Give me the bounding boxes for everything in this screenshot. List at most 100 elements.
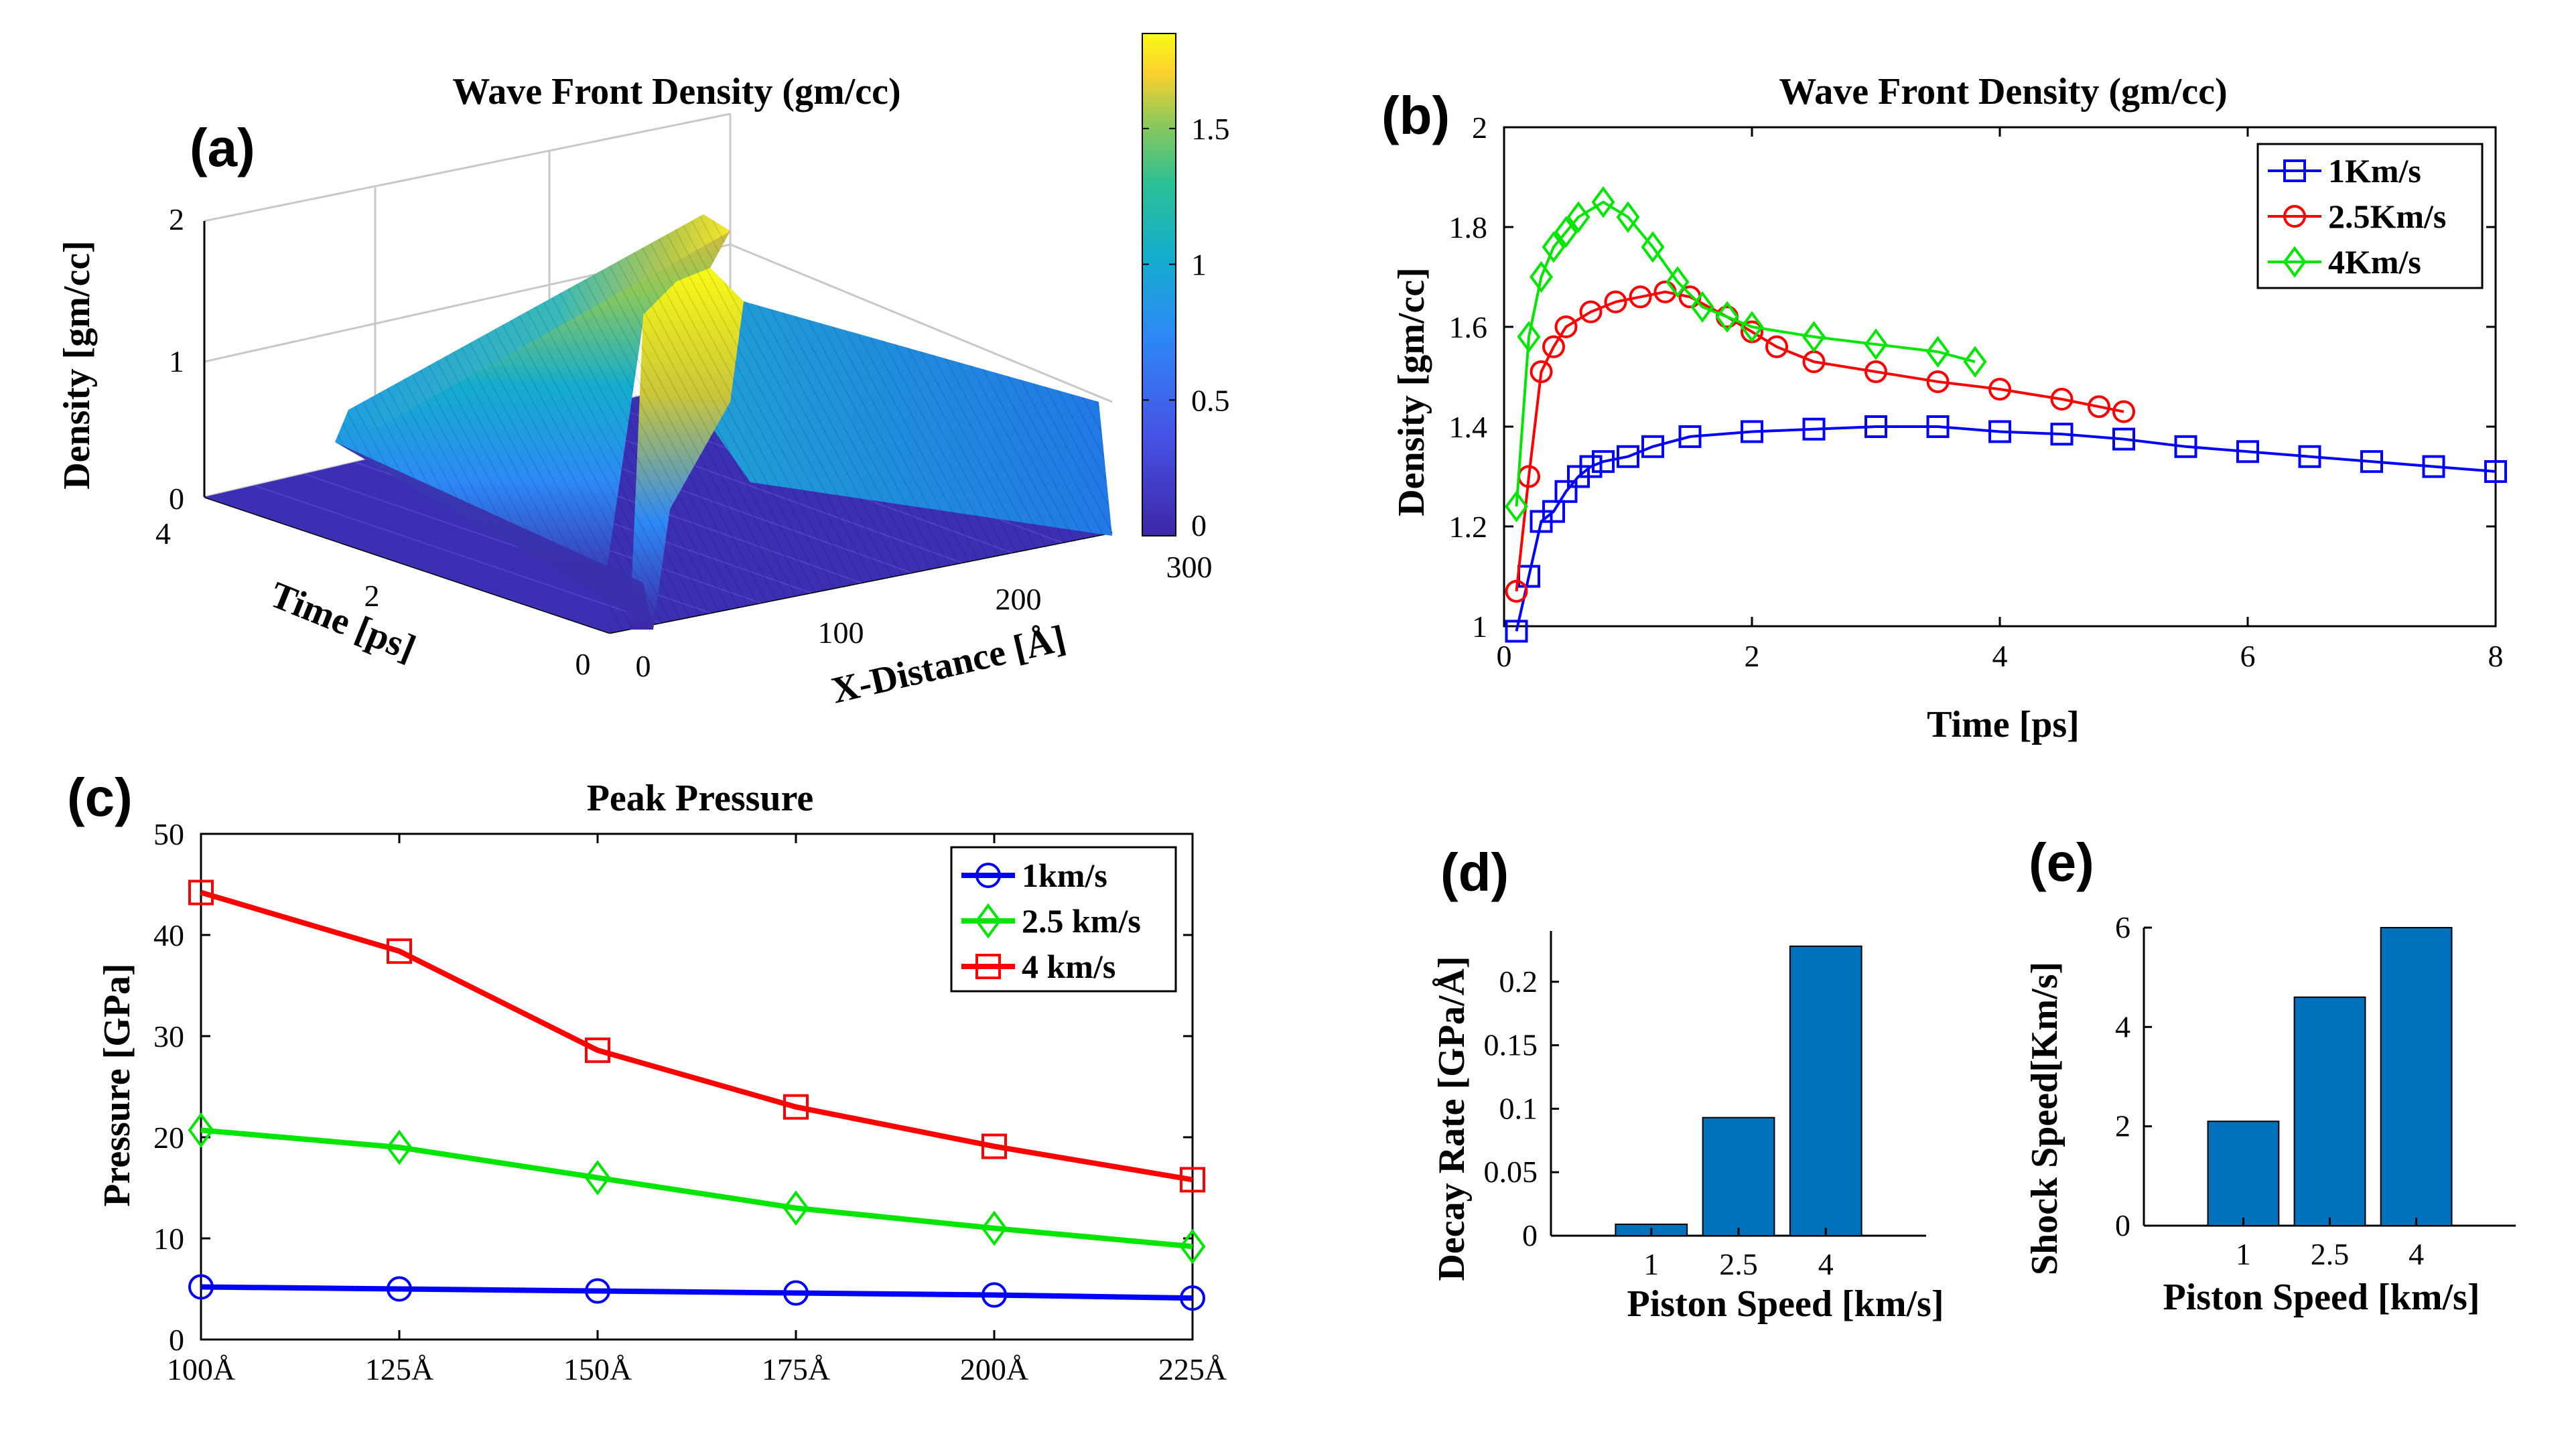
- y-tick-label: 0.2: [1499, 964, 1538, 999]
- data-point: [1530, 261, 1553, 293]
- data-point: [981, 1282, 1007, 1308]
- data-point: [188, 1112, 214, 1148]
- legend-marker: [2283, 246, 2307, 278]
- x-tick-label: 8: [2488, 639, 2504, 673]
- data-point: [585, 1037, 610, 1064]
- data-point: [1554, 480, 1578, 503]
- data-point: [1617, 445, 1639, 468]
- data-point: [1741, 420, 1763, 443]
- legend-marker: [975, 863, 1001, 888]
- data-point: [1180, 1167, 1205, 1193]
- data-point: [1505, 620, 1528, 643]
- legend-marker: [975, 903, 1002, 939]
- data-point: [1864, 328, 1888, 360]
- bar: [1789, 945, 1862, 1236]
- data-point: [2050, 388, 2074, 411]
- panel-e-ylabel: Shock Speed[Km/s]: [2024, 962, 2065, 1275]
- data-point: [1554, 315, 1578, 338]
- panel-a-ztick: 1: [169, 344, 184, 378]
- panel-d-xlabel: Piston Speed [km/s]: [1627, 1283, 1944, 1325]
- y-tick-label: 4: [2115, 1009, 2130, 1043]
- panel-a-colorbar: [1142, 33, 1176, 536]
- data-point: [585, 1278, 610, 1304]
- data-point: [1926, 415, 1950, 438]
- data-point: [1926, 370, 1950, 393]
- y-tick-label: 1.4: [1449, 410, 1488, 444]
- y-tick-label: 50: [153, 817, 184, 851]
- data-point: [1579, 300, 1603, 323]
- data-point: [1740, 311, 1764, 343]
- x-tick-label: 125Å: [365, 1352, 433, 1386]
- panel-c-plot: 100Å 125Å 150Å 175Å 200Å 225Å 0 10 20 30 40 50 1km/s…: [153, 817, 1227, 1386]
- series-line: [200, 1284, 1193, 1301]
- panel-a-xtick: 200: [996, 582, 1042, 616]
- x-tick-label: 4: [2409, 1237, 2424, 1271]
- data-point: [2174, 435, 2197, 458]
- panel-a-ytick: 4: [155, 516, 171, 551]
- data-point: [1180, 1285, 1205, 1311]
- data-point: [1678, 425, 1702, 448]
- panel-b-xlabel: Time [ps]: [1927, 704, 2080, 745]
- legend-label: 2.5Km/s: [2328, 198, 2446, 235]
- x-tick-label: 150Å: [563, 1352, 632, 1386]
- data-point: [1765, 335, 1788, 358]
- data-point: [386, 1129, 413, 1165]
- panel-e-plot: 0 2 4 6 1 2.5 4: [2115, 910, 2516, 1271]
- data-point: [1988, 420, 2011, 443]
- data-point: [1629, 285, 1652, 309]
- legend-label: 2.5 km/s: [1022, 902, 1141, 940]
- panel-a-ylabel: Time [ps]: [265, 574, 421, 670]
- data-point: [1865, 360, 1887, 384]
- data-point: [1530, 360, 1553, 384]
- y-tick-label: 0: [1522, 1218, 1538, 1252]
- x-tick-label: 2.5: [2311, 1237, 2350, 1271]
- panel-a-surface-mesh: [335, 214, 1112, 633]
- series-line: [200, 889, 1193, 1183]
- data-point: [2050, 423, 2074, 446]
- data-point: [188, 879, 214, 906]
- legend-label: 4Km/s: [2328, 243, 2421, 281]
- data-point: [1505, 579, 1528, 603]
- y-tick-label: 30: [153, 1019, 184, 1054]
- data-point: [2088, 395, 2110, 419]
- data-point: [1579, 455, 1603, 478]
- bar: [2380, 927, 2453, 1226]
- panel-b-title: Wave Front Density (gm/cc): [1779, 71, 2227, 113]
- data-point: [2422, 455, 2445, 478]
- data-point: [1641, 231, 1665, 263]
- y-tick-label: 1.2: [1449, 510, 1488, 544]
- bar: [2207, 1121, 2280, 1226]
- bar: [1702, 1116, 1775, 1236]
- panel-a-xtick: 300: [1166, 550, 1213, 584]
- data-point: [1802, 321, 1826, 353]
- x-tick-label: 175Å: [762, 1352, 830, 1386]
- panel-c-ylabel: Pressure [GPa]: [96, 963, 138, 1206]
- y-tick-label: 0: [169, 1323, 184, 1357]
- panel-b: (b) Wave Front Density (gm/cc) Time [ps]…: [1381, 71, 2507, 745]
- legend-marker: [975, 954, 1001, 979]
- data-point: [387, 938, 412, 964]
- data-point: [1517, 321, 1541, 353]
- colorbar-tick-label: 1.5: [1191, 112, 1230, 146]
- panel-a-ytick: 0: [575, 647, 591, 681]
- data-point: [1616, 201, 1640, 233]
- series-line: [200, 1127, 1193, 1250]
- y-tick-label: 6: [2115, 910, 2130, 944]
- data-point: [2112, 427, 2135, 451]
- data-point: [1554, 216, 1578, 248]
- y-tick-label: 1.6: [1449, 310, 1488, 344]
- legend-label: 1Km/s: [2328, 152, 2421, 190]
- bar: [2293, 996, 2366, 1227]
- y-tick-label: 10: [153, 1222, 184, 1256]
- data-point: [1591, 186, 1615, 218]
- panel-a-ztick: 0: [169, 482, 184, 516]
- x-tick-label: 225Å: [1158, 1352, 1227, 1386]
- legend-marker: [2283, 159, 2306, 182]
- data-point: [783, 1094, 809, 1120]
- data-point: [1865, 415, 1887, 438]
- panel-c-title: Peak Pressure: [587, 778, 814, 819]
- x-tick-label: 200Å: [960, 1352, 1028, 1386]
- panel-a-title: Wave Front Density (gm/cc): [452, 71, 900, 113]
- x-tick-label: 4: [1992, 639, 2008, 673]
